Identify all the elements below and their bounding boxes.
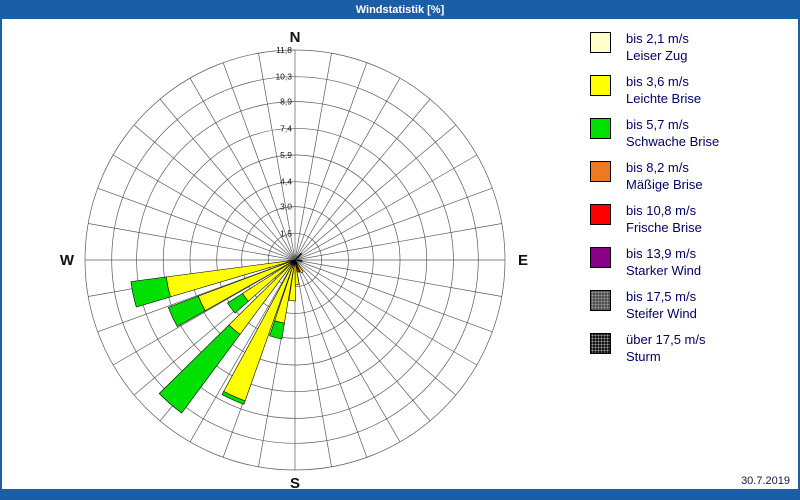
ring-tick-label: 5,9 <box>280 150 292 160</box>
grid-spoke <box>159 98 296 261</box>
legend-speed-label: bis 8,2 m/s <box>626 160 689 175</box>
grid-spoke <box>294 124 457 261</box>
grid-spoke <box>189 77 296 261</box>
legend-swatch-sturm <box>590 333 611 354</box>
legend-labels: über 17,5 m/s Sturm <box>626 331 706 365</box>
legend-speed-label: bis 13,9 m/s <box>626 246 697 261</box>
grid-spoke <box>258 53 296 261</box>
grid-spoke <box>112 259 296 366</box>
wind-sector-leichte_brise <box>294 259 304 274</box>
grid-spoke <box>97 259 296 333</box>
wind-rose-chart: 1,5 3,0 4,4 5,9 7,4 8,9 10,3 11,8N S W E <box>60 29 528 491</box>
ring-tick-label: 4,4 <box>280 177 292 187</box>
legend-speed-label: bis 2,1 m/s <box>626 31 689 46</box>
grid-spoke <box>189 259 296 443</box>
wind-sector-schwache_brise <box>227 293 249 314</box>
legend-class-name: Leiser Zug <box>626 48 688 63</box>
legend-item-sturm: über 17,5 m/s Sturm <box>590 331 790 365</box>
legend-labels: bis 10,8 m/s Frische Brise <box>626 202 702 236</box>
grid-spoke <box>294 259 368 458</box>
legend-class-name: Mäßige Brise <box>626 177 703 192</box>
wind-sector-schwache_brise <box>167 295 206 328</box>
grid-spoke <box>294 223 502 261</box>
legend-swatch-leichte_brise <box>590 75 611 96</box>
wind-sector-schwache_brise <box>130 276 171 308</box>
compass-label-w: W <box>60 252 75 269</box>
legend-speed-label: bis 3,6 m/s <box>626 74 689 89</box>
grid-spoke <box>294 259 493 333</box>
grid-spoke <box>294 259 401 443</box>
grid-spoke <box>294 259 457 396</box>
ring-tick-label: 10,3 <box>275 72 292 82</box>
grid-spoke <box>294 259 502 297</box>
legend-labels: bis 3,6 m/s Leichte Brise <box>626 73 701 107</box>
legend-speed-label: über 17,5 m/s <box>626 332 706 347</box>
legend-swatch-starker_wind <box>590 247 611 268</box>
grid-spoke <box>294 259 478 366</box>
ring-tick-label: 7,4 <box>280 123 292 133</box>
wind-sector-schwache_brise <box>221 390 246 405</box>
wind-sector-schwache_brise <box>269 320 285 340</box>
bottom-bar <box>2 489 798 498</box>
legend-item-leiser_zug: bis 2,1 m/s Leiser Zug <box>590 30 790 64</box>
legend-class-name: Sturm <box>626 349 661 364</box>
legend-swatch-leiser_zug <box>590 32 611 53</box>
legend-item-maessige_brise: bis 8,2 m/s Mäßige Brise <box>590 159 790 193</box>
ring-tick-label: 3,0 <box>280 202 292 212</box>
legend: bis 2,1 m/s Leiser Zug bis 3,6 m/s Leichte … <box>590 30 790 374</box>
grid-spoke <box>222 62 296 261</box>
grid-spoke <box>294 259 332 467</box>
grid-spoke <box>133 124 296 261</box>
title-bar: Windstatistik [%] <box>2 2 798 19</box>
legend-labels: bis 5,7 m/s Schwache Brise <box>626 116 719 150</box>
grid-spoke <box>294 187 493 261</box>
grid-spoke <box>294 77 401 261</box>
grid-spoke <box>294 53 332 261</box>
legend-item-leichte_brise: bis 3,6 m/s Leichte Brise <box>590 73 790 107</box>
legend-item-starker_wind: bis 13,9 m/s Starker Wind <box>590 245 790 279</box>
grid-spoke <box>294 259 431 422</box>
grid-spoke <box>88 223 296 261</box>
grid-spoke <box>294 62 368 261</box>
legend-speed-label: bis 5,7 m/s <box>626 117 689 132</box>
legend-labels: bis 2,1 m/s Leiser Zug <box>626 30 689 64</box>
compass-label-s: S <box>290 475 300 491</box>
wind-sector-schwache_brise <box>158 324 241 414</box>
wind-sector-sturm <box>294 259 303 262</box>
ring-tick-label: 8,9 <box>280 97 292 107</box>
legend-swatch-schwache_brise <box>590 118 611 139</box>
compass-label-n: N <box>290 29 301 46</box>
legend-speed-label: bis 10,8 m/s <box>626 203 697 218</box>
legend-labels: bis 8,2 m/s Mäßige Brise <box>626 159 703 193</box>
legend-labels: bis 17,5 m/s Steifer Wind <box>626 288 697 322</box>
grid-spoke <box>97 187 296 261</box>
legend-item-schwache_brise: bis 5,7 m/s Schwache Brise <box>590 116 790 150</box>
legend-class-name: Leichte Brise <box>626 91 702 106</box>
wind-sector-sturm <box>294 252 303 261</box>
legend-labels: bis 13,9 m/s Starker Wind <box>626 245 701 279</box>
wind-sector-leichte_brise <box>294 259 300 286</box>
legend-swatch-frische_brise <box>590 204 611 225</box>
legend-class-name: Frische Brise <box>626 220 702 235</box>
legend-swatch-steifer_wind <box>590 290 611 311</box>
legend-item-frische_brise: bis 10,8 m/s Frische Brise <box>590 202 790 236</box>
wind-sector-leichte_brise <box>288 259 296 302</box>
legend-class-name: Steifer Wind <box>626 306 697 321</box>
legend-item-steifer_wind: bis 17,5 m/s Steifer Wind <box>590 288 790 322</box>
legend-swatch-maessige_brise <box>590 161 611 182</box>
grid-spoke <box>294 154 478 261</box>
grid-spoke <box>112 154 296 261</box>
compass-label-e: E <box>518 252 528 269</box>
ring-tick-label: 11,8 <box>276 45 292 55</box>
date-label: 30.7.2019 <box>741 475 790 487</box>
window-title: Windstatistik [%] <box>355 4 445 16</box>
legend-class-name: Schwache Brise <box>626 134 720 149</box>
legend-class-name: Starker Wind <box>626 263 702 278</box>
grid-spoke <box>294 98 431 261</box>
legend-speed-label: bis 17,5 m/s <box>626 289 697 304</box>
ring-tick-label: 1,5 <box>280 228 292 238</box>
